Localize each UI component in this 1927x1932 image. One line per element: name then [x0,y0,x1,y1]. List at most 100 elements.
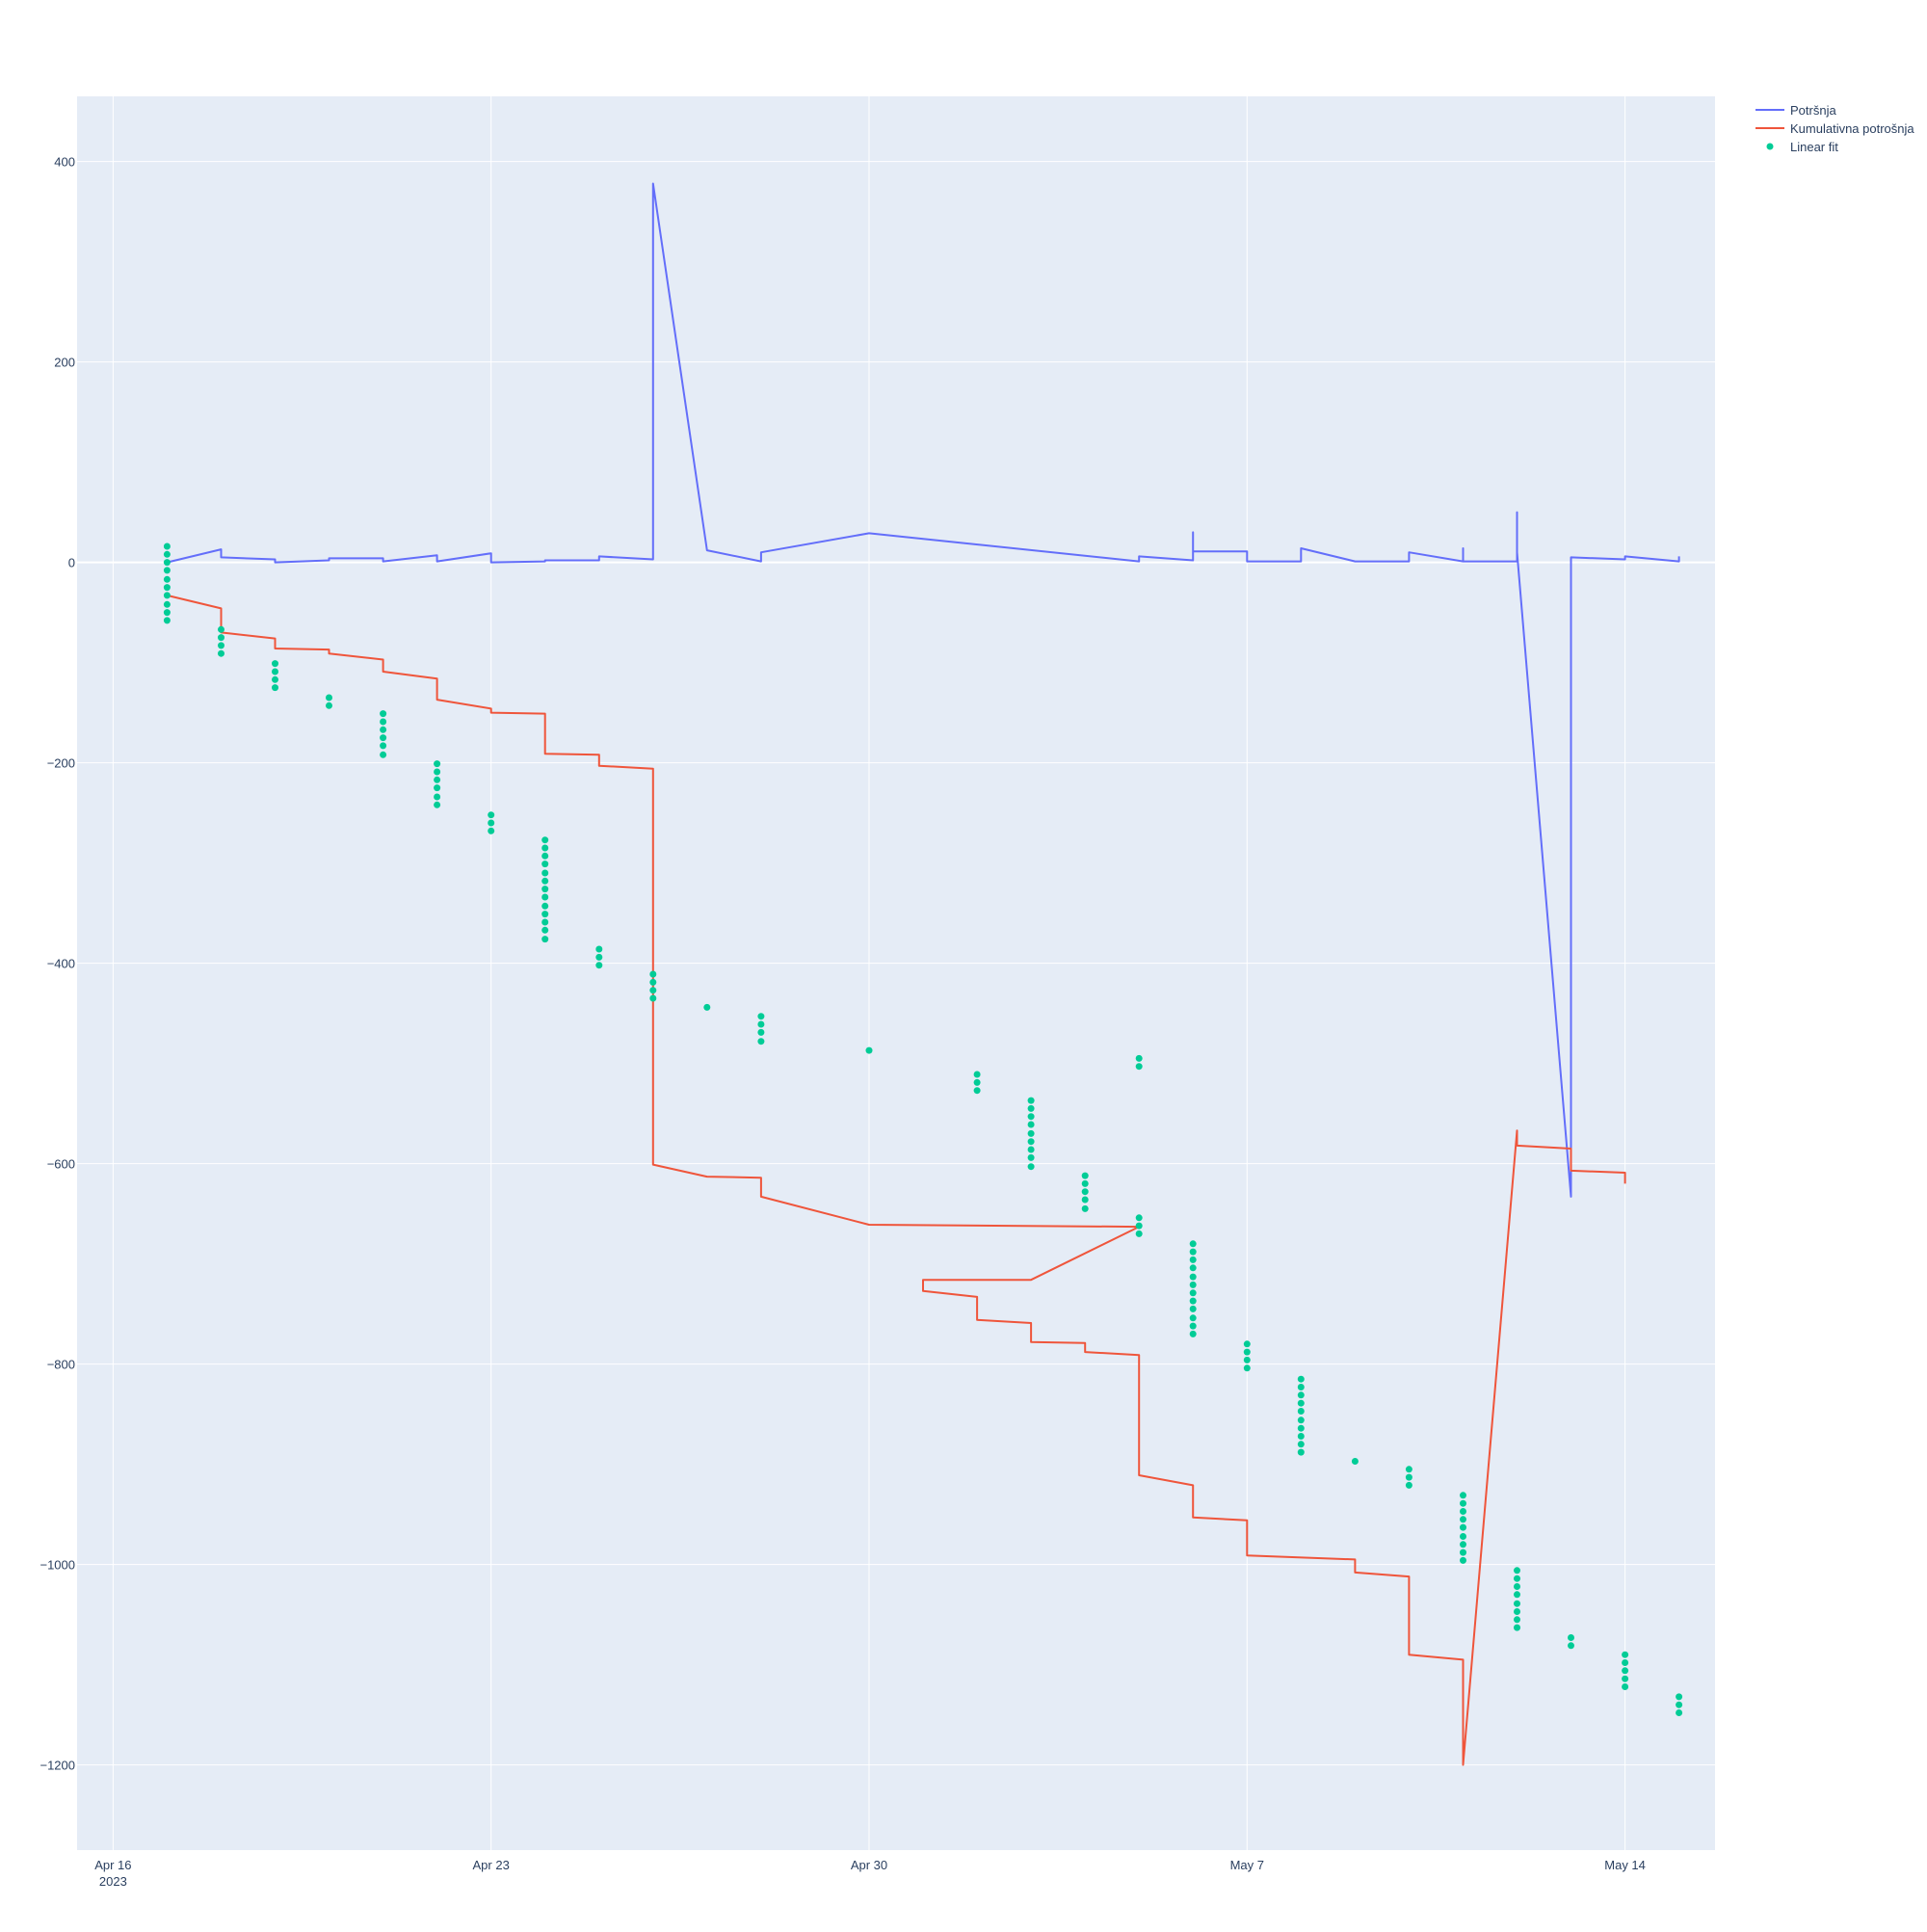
x-tick-label: Apr 23 [473,1858,510,1872]
data-point [541,852,549,860]
data-point [1297,1441,1305,1448]
data-point [757,1028,765,1036]
data-point [1297,1408,1305,1415]
data-point [757,1013,765,1020]
data-point [1622,1667,1629,1675]
data-point [1514,1624,1520,1631]
legend-item: Linear fit [1766,140,1838,154]
data-point [326,701,332,709]
data-point [272,660,278,668]
data-point [218,649,224,657]
data-point [1676,1701,1683,1708]
data-point [1243,1356,1251,1363]
data-point [1460,1523,1466,1531]
data-point [1622,1675,1629,1682]
data-point [1081,1172,1089,1179]
data-point [1135,1222,1143,1230]
data-point [1027,1129,1035,1137]
legend-label: Linear fit [1790,140,1838,154]
data-point [1514,1567,1520,1575]
data-point [1189,1330,1197,1337]
data-point [380,726,387,733]
data-point [757,1020,765,1028]
data-point [649,970,657,978]
data-point [1351,1458,1359,1465]
data-point [434,760,441,768]
data-point [272,675,278,683]
data-point [649,994,657,1002]
series-linear-fit [163,543,1683,1716]
data-point [163,617,171,624]
y-axis-ticks: 400 200 0 −200 −400 −600 −800 −1000 −1200 [40,155,75,1773]
legend-label: Kumulativna potrošnja [1790,121,1914,136]
data-point [1081,1179,1089,1187]
data-point [757,1038,765,1045]
data-point [434,776,441,783]
plot-background [77,96,1715,1850]
data-point [1460,1499,1466,1507]
series-potrs-nja [167,182,1680,1198]
data-point [1297,1399,1305,1407]
data-point [1460,1516,1466,1523]
data-point [541,893,549,901]
data-point [1189,1264,1197,1272]
data-point [1460,1541,1466,1548]
data-point [163,584,171,592]
y-tick-label: −200 [47,756,75,771]
data-point [163,550,171,558]
data-point [1622,1651,1629,1658]
data-point [1027,1138,1035,1146]
data-point [1189,1281,1197,1288]
data-point [1297,1375,1305,1383]
y-tick-label: 200 [54,356,75,370]
data-point [380,751,387,758]
data-point [1027,1104,1035,1112]
legend-label: Potršnja [1790,103,1836,118]
data-point [1676,1709,1683,1716]
data-point [163,543,171,550]
data-point [1514,1608,1520,1615]
data-point [1514,1616,1520,1624]
data-point [703,1003,711,1011]
data-point [380,718,387,726]
data-point [1297,1391,1305,1399]
data-point [434,784,441,792]
data-point [1405,1481,1412,1489]
data-point [1135,1230,1143,1237]
data-point [1460,1556,1466,1564]
legend-item: Kumulativna potrošnja [1755,121,1914,136]
data-point [541,918,549,926]
data-point [1460,1492,1466,1499]
data-point [1189,1248,1197,1256]
data-point [1189,1297,1197,1305]
data-point [1405,1466,1412,1473]
legend-item: Potršnja [1755,103,1836,118]
data-point [1135,1063,1143,1071]
data-point [1622,1659,1629,1666]
data-point [272,684,278,692]
x-tick-label: Apr 16 [94,1858,131,1872]
y-tick-label: −1000 [40,1558,75,1573]
data-point [541,877,549,885]
data-point [163,559,171,567]
data-point [218,625,224,633]
data-point [1027,1097,1035,1104]
data-point [1027,1146,1035,1153]
data-point [488,819,495,827]
x-axis-ticks: Apr 16 2023 Apr 23 Apr 30 May 7 May 14 [94,1858,1646,1889]
x-tick-label: May 7 [1230,1858,1264,1872]
data-point [218,642,224,649]
data-point [1243,1348,1251,1356]
data-point [1297,1416,1305,1424]
data-point [380,742,387,750]
data-point [488,827,495,834]
data-point [1189,1289,1197,1297]
data-point [1189,1322,1197,1330]
data-point [649,978,657,986]
data-point [434,768,441,776]
data-point [973,1078,981,1086]
data-point [541,902,549,910]
y-tick-label: 400 [54,155,75,170]
data-point [1676,1693,1683,1701]
